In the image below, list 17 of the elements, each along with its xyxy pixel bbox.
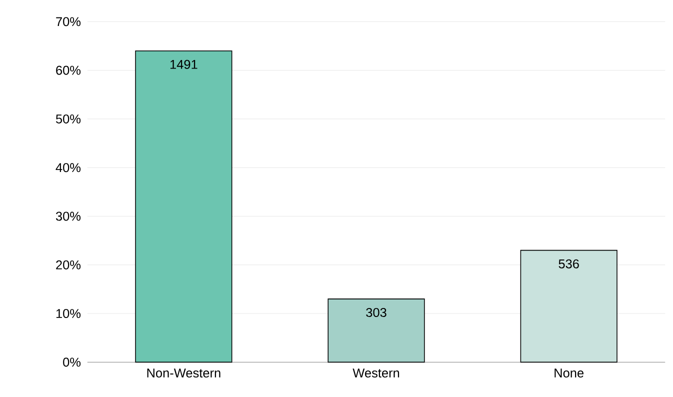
y-tick-label: 10% [56,309,81,318]
annotation: 303 [366,308,386,318]
y-tick-label: 50% [56,114,81,124]
y-tick-label: 60% [56,66,81,75]
y-tick-label: 0% [63,358,81,367]
bar [328,298,425,363]
y-tick-label: 40% [56,163,81,172]
bar [135,50,232,363]
x-tick-label: None [554,368,584,378]
annotation: 1491 [170,60,198,70]
x-tick-label: Non-Western [147,368,220,378]
y-tick-label: 20% [56,260,81,270]
annotation: 536 [558,260,579,269]
y-tick-label: 30% [56,212,81,221]
bar [520,250,618,363]
y-tick-label: 70% [56,17,81,26]
x-tick-label: Western [352,368,400,378]
